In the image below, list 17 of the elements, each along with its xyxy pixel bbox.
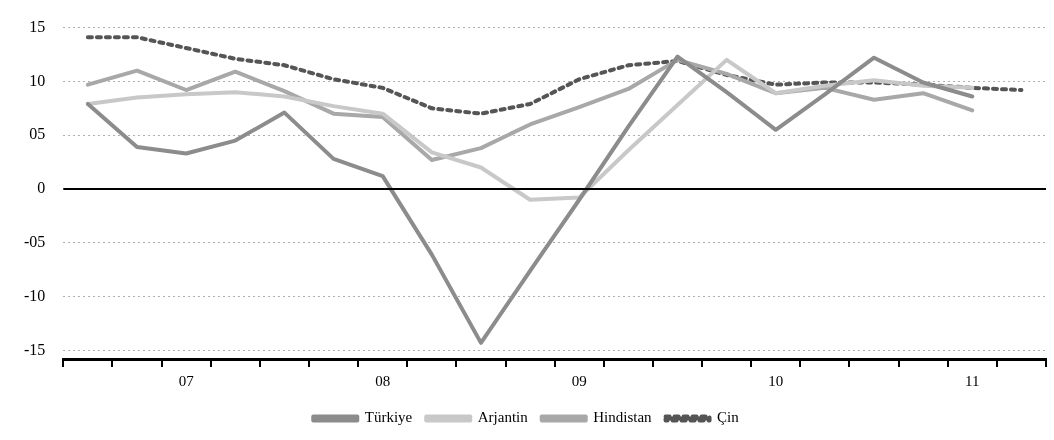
line-series — [85, 35, 1024, 116]
x-tick-label: 08 — [375, 372, 391, 389]
x-tick-label: 07 — [178, 372, 195, 389]
y-tick-label: -05 — [24, 233, 46, 250]
y-tick-label: 15 — [29, 17, 46, 35]
y-tick-label: 10 — [29, 71, 46, 89]
legend-label: Arjantin — [477, 409, 529, 426]
x-tick-label: 10 — [768, 372, 784, 389]
x-tick-label: 09 — [571, 372, 587, 389]
legend-label: Hindistan — [593, 409, 653, 426]
legend-label: Türkiye — [364, 409, 413, 426]
y-tick-label: -10 — [24, 286, 46, 304]
legend-label: Çin — [717, 409, 740, 426]
y-tick-label: -15 — [24, 340, 46, 358]
x-tick-label: 11 — [965, 372, 980, 389]
y-tick-label: 0 — [37, 179, 46, 197]
y-tick-label: 05 — [29, 125, 46, 143]
